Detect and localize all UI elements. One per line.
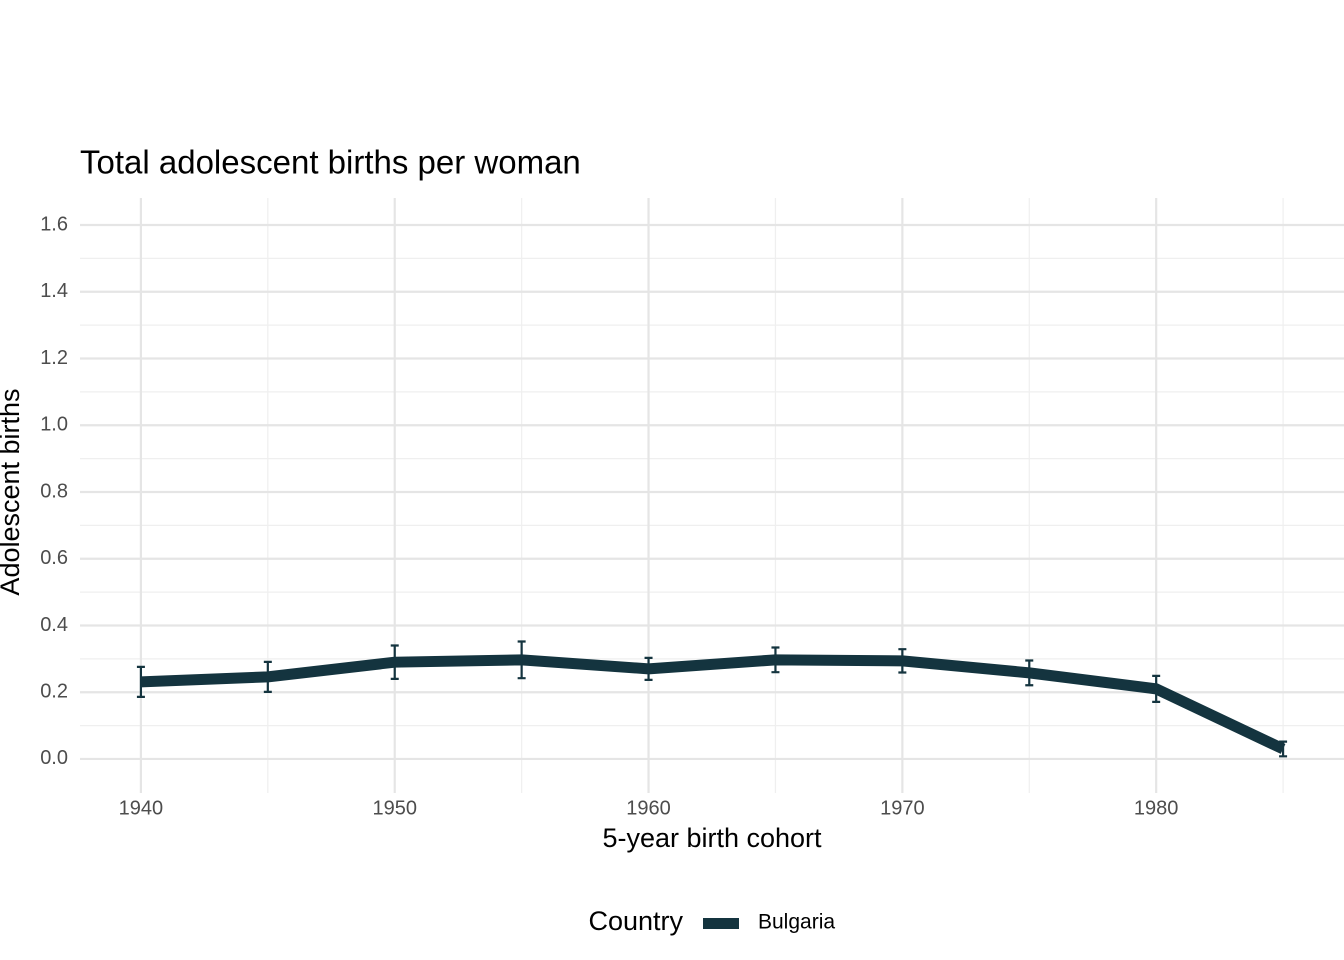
error-bar xyxy=(644,656,653,681)
y-tick-label: 1.0 xyxy=(40,414,68,436)
error-bar xyxy=(1025,659,1034,687)
x-tick-label: 1940 xyxy=(119,797,164,819)
data-line xyxy=(140,654,1286,754)
y-tick-label: 1.4 xyxy=(40,280,68,302)
error-bar xyxy=(517,640,526,680)
y-axis-title: Adolescent births xyxy=(0,388,25,595)
y-tick-label: 0.2 xyxy=(40,681,68,703)
error-bar xyxy=(898,648,907,674)
y-tick-label: 0.4 xyxy=(40,614,68,636)
x-tick-label: 1960 xyxy=(626,797,671,819)
x-tick-label: 1980 xyxy=(1134,797,1179,819)
y-tick-label: 0.6 xyxy=(40,547,68,569)
error-bar xyxy=(263,660,272,693)
x-tick-label: 1970 xyxy=(880,797,925,819)
error-bar xyxy=(136,665,145,698)
error-bar xyxy=(1152,674,1161,703)
x-tick-label: 1950 xyxy=(372,797,417,819)
y-tick-label: 0.8 xyxy=(40,480,68,502)
grid xyxy=(80,198,1344,793)
legend-title: Country xyxy=(588,906,683,936)
legend-label: Bulgaria xyxy=(758,911,835,934)
y-tick-label: 1.2 xyxy=(40,347,68,369)
error-bar xyxy=(771,646,780,674)
y-tick-label: 0.0 xyxy=(40,747,68,769)
error-bar xyxy=(390,644,399,680)
error-bar xyxy=(1279,740,1288,758)
legend-key xyxy=(703,918,739,929)
chart-title: Total adolescent births per woman xyxy=(80,144,581,181)
y-tick-label: 1.6 xyxy=(40,213,68,235)
x-axis-title: 5-year birth cohort xyxy=(602,823,822,853)
